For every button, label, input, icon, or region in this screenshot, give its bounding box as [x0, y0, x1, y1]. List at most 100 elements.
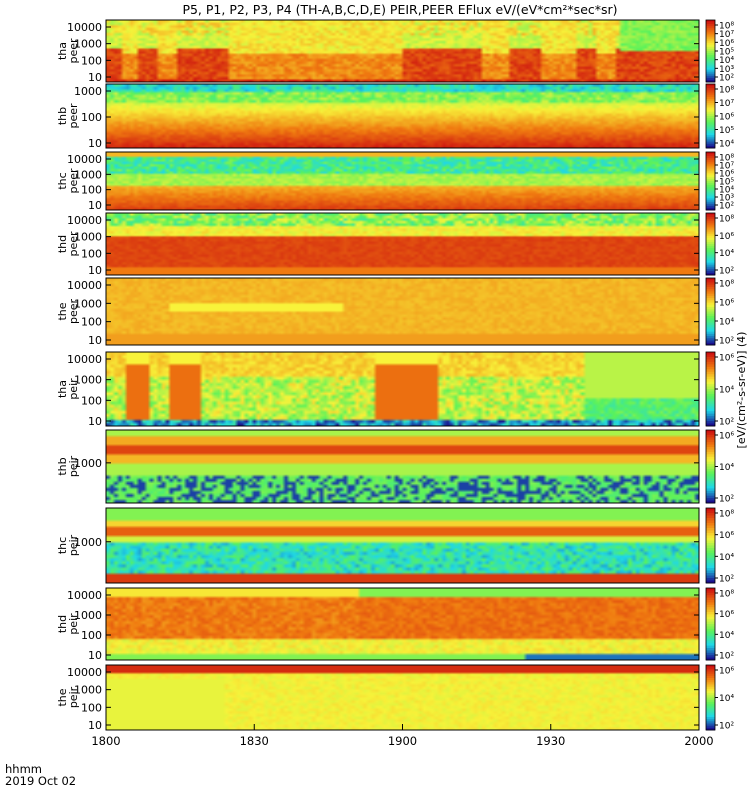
colorbar-tick-label: 10⁴: [719, 694, 734, 704]
colorbar-segment: [706, 513, 715, 516]
colorbar-tick-label: 10⁸: [719, 154, 734, 164]
heatmap-the-peir: [106, 665, 699, 730]
colorbar-frame: [705, 507, 716, 584]
y-tick-label: 1000: [74, 609, 102, 622]
colorbar-segment: [706, 406, 715, 410]
colorbar-segment: [706, 315, 715, 319]
y-axis-label-thd-peir: thdpeir: [56, 613, 80, 635]
colorbar-tick-label: 10⁶: [719, 354, 734, 364]
colorbar-segment: [706, 109, 715, 113]
x-tick-label: 1830: [240, 734, 269, 748]
colorbar-segment: [706, 320, 715, 324]
instrument-name: peir: [67, 534, 80, 556]
colorbar-segment: [706, 667, 715, 670]
colorbar-segment: [706, 38, 715, 42]
probe-name: tha: [56, 42, 69, 60]
colorbar-segment: [706, 28, 715, 31]
colorbar-segment: [706, 278, 715, 281]
colorbar-tick-label: 10⁷: [719, 30, 734, 40]
colorbar-segment: [706, 555, 715, 559]
colorbar-segment: [706, 336, 715, 339]
colorbar-segment: [706, 26, 715, 29]
colorbar-segment: [706, 32, 715, 35]
colorbar-segment: [706, 202, 715, 205]
colorbar-segment: [706, 284, 715, 288]
colorbar-segment: [706, 217, 715, 220]
colorbar-segment: [706, 471, 715, 475]
colorbar-segment: [706, 495, 715, 499]
colorbar-segment: [706, 444, 715, 448]
colorbar-segment: [706, 356, 715, 360]
colorbar-segment: [706, 710, 715, 714]
colorbar-segment: [706, 250, 715, 253]
colorbar-segment: [706, 161, 715, 165]
colorbar-segment: [706, 215, 715, 218]
colorbar-segment: [706, 318, 715, 321]
probe-name: thd: [56, 235, 69, 253]
colorbar-segment: [706, 352, 715, 355]
colorbar-tick-label: 10²: [719, 74, 734, 84]
colorbar-segment: [706, 451, 715, 455]
colorbar-segment: [706, 459, 715, 463]
instrument-name: peir: [67, 686, 80, 708]
colorbar-segment: [706, 173, 715, 176]
y-tick-label: 1000: [74, 457, 102, 470]
colorbar-segment: [706, 525, 715, 529]
colorbar-segment: [706, 563, 715, 566]
colorbar-segment: [706, 695, 715, 698]
colorbar-segment: [706, 329, 715, 333]
colorbar-segment: [706, 94, 715, 98]
x-tick-label: 1900: [388, 734, 417, 748]
colorbar-segment: [706, 704, 715, 707]
colorbar-segment: [706, 684, 715, 688]
y-axis-label-tha-peer: thapeer: [56, 38, 80, 64]
colorbar-segment: [706, 75, 715, 79]
colorbar-segment: [706, 384, 715, 388]
colorbar-segment: [706, 640, 715, 644]
colorbar-segment: [706, 354, 715, 358]
colorbar-tick-label: 10⁵: [719, 178, 734, 188]
colorbar-segment: [706, 708, 715, 711]
colorbar-segment: [706, 44, 715, 48]
colorbar-segment: [706, 225, 715, 228]
panel-thd-peir: thdpeir 10 100 1000 10000 10² 10⁴ 10⁶ 10⁸: [56, 587, 734, 662]
colorbar-segment: [706, 558, 715, 561]
colorbar-segment: [706, 386, 715, 390]
colorbar-segment: [706, 478, 715, 482]
colorbar-tha-peir: 10² 10⁴ 10⁶: [705, 351, 734, 428]
colorbar-segment: [706, 309, 715, 312]
colorbar-segment: [706, 669, 715, 672]
colorbar-segment: [706, 655, 715, 659]
colorbar-segment: [706, 286, 715, 290]
colorbar-segment: [706, 538, 715, 541]
colorbar-segment: [706, 204, 715, 207]
colorbar-segment: [706, 304, 715, 308]
colorbar-segment: [706, 614, 715, 618]
colorbar-segment: [706, 266, 715, 270]
y-tick-label: 10: [88, 137, 102, 150]
colorbar-segment: [706, 565, 715, 569]
heatmap-thd-peir: [106, 588, 699, 660]
panel-the-peer: thepeer 10 100 1000 10000 10² 10⁴ 10⁶ 10⁸: [56, 277, 734, 347]
colorbar-segment: [706, 595, 715, 599]
colorbar-segment: [706, 264, 715, 268]
y-tick-label: 100: [81, 247, 102, 260]
colorbar-segment: [706, 213, 715, 216]
colorbar-tick-label: 10⁶: [719, 531, 734, 541]
colorbar-segment: [706, 473, 715, 477]
colorbar-tick-label: 10⁸: [719, 590, 734, 600]
colorbar-segment: [706, 313, 715, 317]
colorbar-segment: [706, 53, 715, 56]
colorbar-tick-label: 10⁴: [719, 386, 734, 396]
colorbar-thd-peir: 10² 10⁴ 10⁶ 10⁸: [705, 587, 734, 662]
chart-title: P5, P1, P2, P3, P4 (TH-A,B,C,D,E) PEIR,P…: [182, 2, 617, 17]
colorbar-segment: [706, 548, 715, 551]
colorbar-segment: [706, 46, 715, 50]
colorbar-segment: [706, 430, 715, 433]
colorbar-tick-label: 10⁴: [719, 631, 734, 641]
colorbar-segment: [706, 609, 715, 613]
colorbar-tick-label: 10⁴: [719, 140, 734, 150]
colorbar-segment: [706, 490, 715, 494]
colorbar-segment: [706, 57, 715, 60]
